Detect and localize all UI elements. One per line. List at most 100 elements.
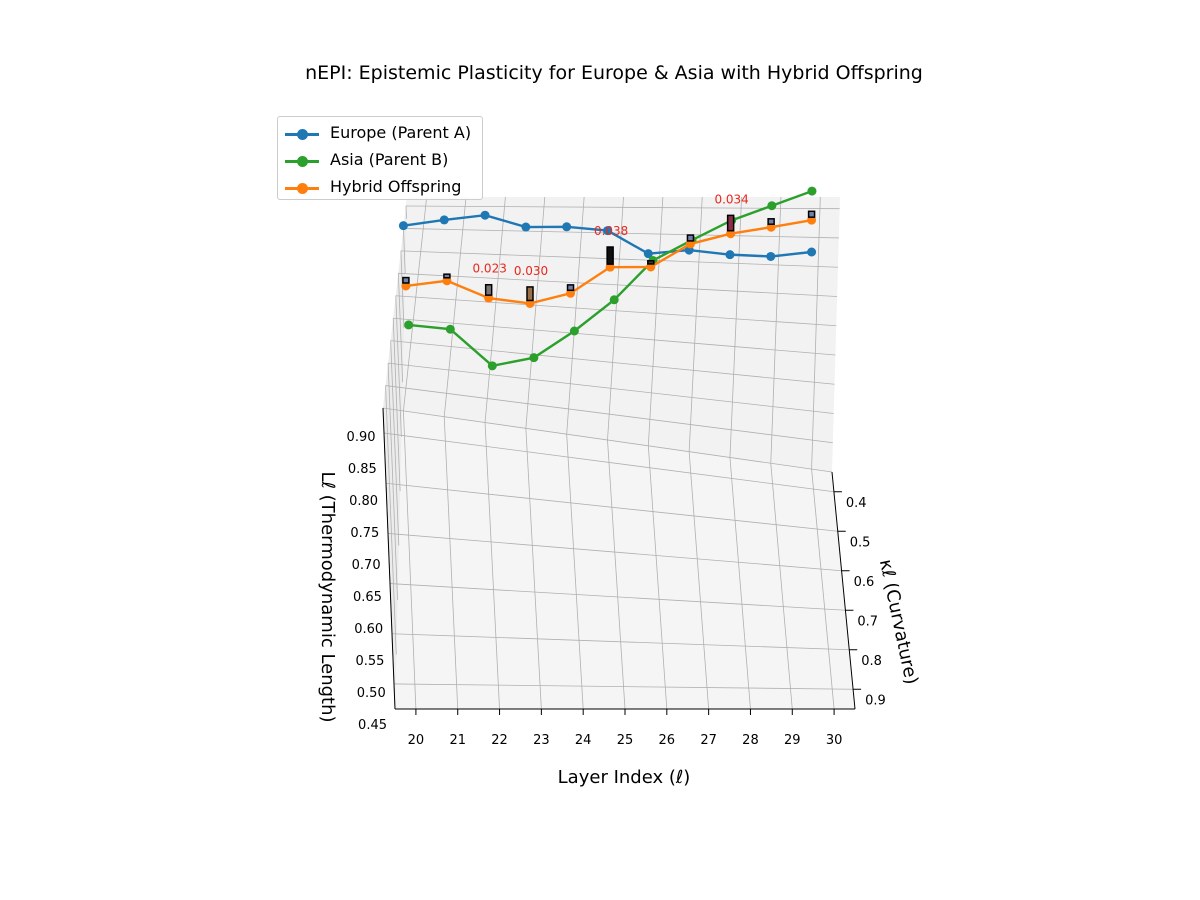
series-point-1 xyxy=(529,353,539,363)
legend-marker-asia xyxy=(297,156,308,167)
series-point-2 xyxy=(807,215,817,225)
series-point-1 xyxy=(404,320,414,330)
gridline-z-wall xyxy=(395,295,837,327)
gridline-x-floor xyxy=(688,451,710,710)
y-tick-label: 0.7 xyxy=(857,614,878,629)
x-tick-label: 29 xyxy=(784,733,801,748)
plasticity-bar xyxy=(686,234,695,242)
plasticity-bar xyxy=(484,283,493,296)
chart-title: nEPI: Epistemic Plasticity for Europe & … xyxy=(305,62,923,84)
plasticity-bar xyxy=(807,210,816,218)
gridline-x-floor xyxy=(647,445,668,710)
gridline-x-wall xyxy=(484,196,506,423)
series-point-0 xyxy=(643,249,653,259)
x-axis-label: Layer Index (ℓ) xyxy=(558,767,691,788)
y-tick-label: 0.9 xyxy=(865,693,886,708)
z-tick-label: 0.90 xyxy=(347,430,376,445)
series-point-1 xyxy=(569,326,579,336)
x-tick-label: 23 xyxy=(533,733,550,748)
gridline-y-floor xyxy=(389,583,846,611)
series-point-0 xyxy=(439,215,449,225)
plasticity-bar xyxy=(443,273,451,279)
plasticity-bar xyxy=(526,286,534,302)
z-tick-label: 0.55 xyxy=(355,654,384,669)
plasticity-bars xyxy=(402,210,816,302)
gridline-y-floor xyxy=(391,633,850,651)
z-axis-label: Lℓ (Thermodynamic Length) xyxy=(317,471,338,722)
gridline-z-side xyxy=(390,340,400,546)
gridline-x-wall xyxy=(770,196,782,464)
gridline-z-side xyxy=(392,318,401,492)
legend-marker-hybrid xyxy=(297,183,308,194)
gridline-z-side xyxy=(400,250,405,328)
series-point-1 xyxy=(487,361,497,371)
floor-pane xyxy=(383,408,855,709)
z-tick-label: 0.45 xyxy=(358,718,387,733)
plasticity-bar xyxy=(726,214,735,232)
y-tick-label: 0.4 xyxy=(846,496,867,511)
gridline-x-floor xyxy=(484,422,500,710)
z-tick-label: 0.70 xyxy=(352,558,381,573)
gridline-z-wall xyxy=(393,317,836,356)
x-tick-label: 21 xyxy=(449,733,466,748)
series-point-1 xyxy=(445,324,455,334)
series-point-1 xyxy=(609,295,619,305)
legend-marker-europe xyxy=(297,129,308,140)
series-point-0 xyxy=(807,247,817,257)
series-point-2 xyxy=(685,239,695,249)
series-point-0 xyxy=(603,226,612,236)
series-point-2 xyxy=(401,281,411,291)
gridline-x-floor xyxy=(525,428,542,710)
gridline-y-floor xyxy=(393,683,854,690)
series-point-2 xyxy=(766,222,776,232)
back-pane xyxy=(383,197,840,472)
gridline-z-side xyxy=(395,295,402,437)
gridline-x-floor xyxy=(566,434,584,710)
gridline-z-wall xyxy=(382,407,833,473)
gridline-x-floor xyxy=(443,416,459,710)
gridline-x-wall xyxy=(525,196,546,429)
series-point-1 xyxy=(767,201,777,211)
z-tick-label: 0.80 xyxy=(349,494,378,509)
plasticity-bar xyxy=(647,260,655,265)
series-point-0 xyxy=(398,221,408,231)
bar-value-labels: 0.023 0.030 0.038 0.034 xyxy=(472,192,748,278)
gridline-y-floor xyxy=(387,533,842,572)
legend-label-asia: Asia (Parent B) xyxy=(330,150,449,169)
series-point-2 xyxy=(442,276,452,286)
series-point-2 xyxy=(726,229,736,239)
gridline-z-side xyxy=(405,205,407,219)
x-tick-label: 20 xyxy=(408,733,425,748)
gridline-z-side xyxy=(385,385,397,655)
plasticity-bar xyxy=(566,284,575,292)
gridline-x-wall xyxy=(811,196,821,470)
y-tick-label: 0.8 xyxy=(861,654,882,669)
bar-value-label: 0.034 xyxy=(714,192,748,206)
gridline-y-floor xyxy=(385,482,838,532)
series-point-1 xyxy=(807,186,817,196)
gridline-x-wall xyxy=(729,196,742,458)
gridline-z-wall xyxy=(388,362,834,414)
y-tick-label: 0.5 xyxy=(850,535,871,550)
gridline-x-floor xyxy=(403,410,417,710)
gridline-x-floor xyxy=(770,463,793,710)
y-axis-line xyxy=(831,471,856,710)
gridline-z-wall xyxy=(403,228,839,239)
gridline-z-side xyxy=(397,273,404,383)
gridline-x-floor xyxy=(607,439,626,710)
gridline-z-side xyxy=(403,228,406,274)
gridline-x-wall xyxy=(566,196,585,435)
gridline-z-side xyxy=(387,363,398,601)
x-tick-label: 22 xyxy=(491,733,508,748)
gridlines xyxy=(382,196,854,710)
gridline-x-wall xyxy=(443,196,467,417)
series-point-0 xyxy=(480,210,490,220)
legend-item-europe: Europe (Parent A) xyxy=(278,121,482,148)
plasticity-bar xyxy=(767,218,775,225)
series-point-0 xyxy=(521,222,531,232)
z-tick-label: 0.65 xyxy=(353,590,382,605)
plasticity-bar xyxy=(606,246,614,265)
gridline-z-wall xyxy=(390,340,835,385)
x-tick-label: 28 xyxy=(742,733,759,748)
